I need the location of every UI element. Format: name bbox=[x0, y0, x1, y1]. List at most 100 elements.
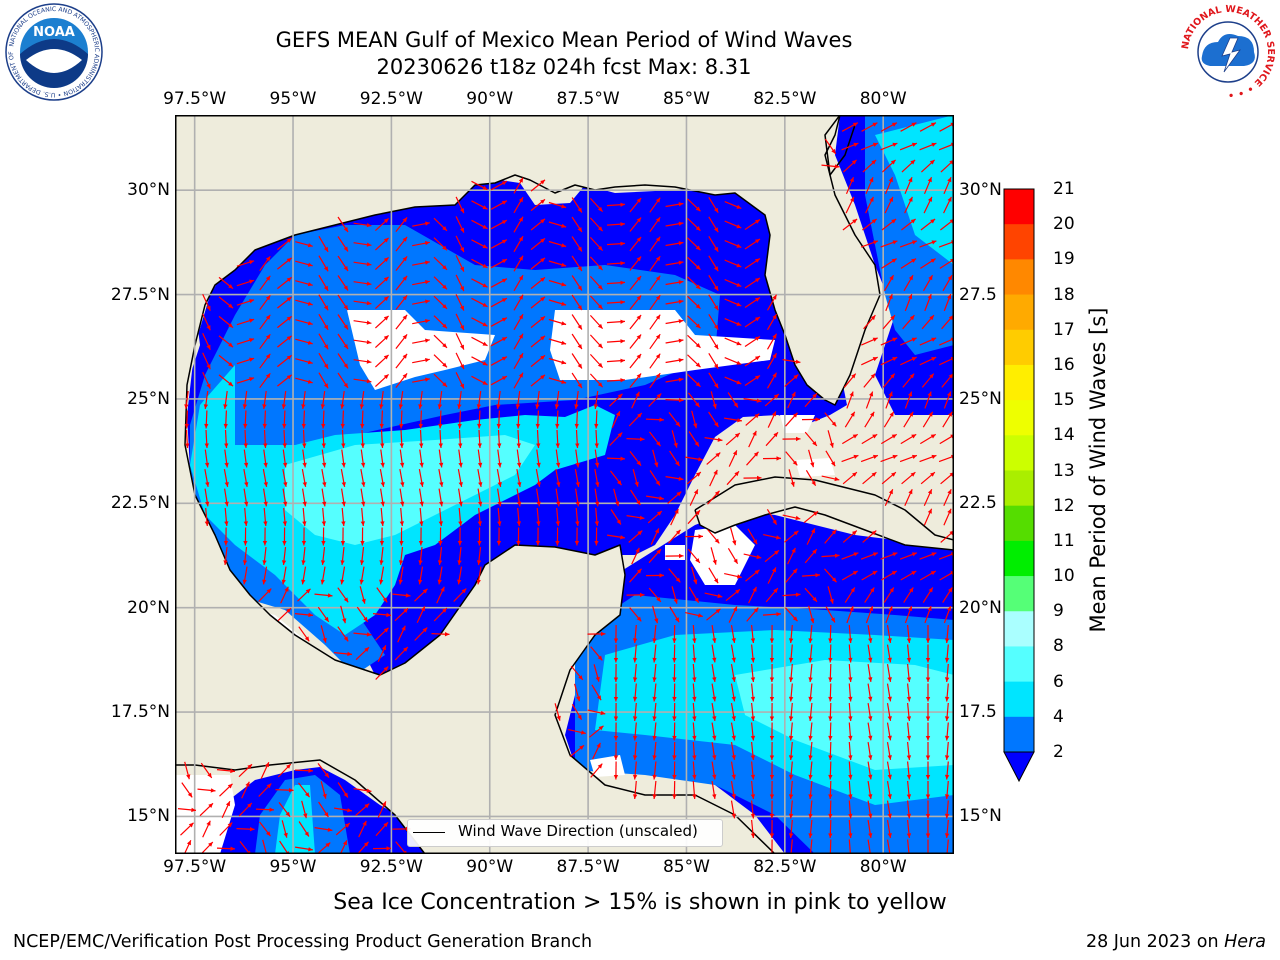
wind-wave-arrow bbox=[337, 353, 349, 369]
wind-wave-arrow bbox=[594, 527, 599, 546]
wind-wave-arrow bbox=[317, 763, 330, 778]
wind-wave-arrow bbox=[841, 142, 859, 151]
wind-wave-arrow bbox=[341, 449, 346, 468]
wind-wave-arrow bbox=[607, 534, 625, 540]
wind-wave-arrow bbox=[204, 507, 209, 527]
wind-wave-arrow bbox=[433, 217, 448, 232]
wind-wave-arrow bbox=[766, 352, 778, 370]
wind-wave-arrow bbox=[784, 530, 799, 543]
wind-wave-arrow bbox=[606, 358, 626, 363]
wind-wave-arrow bbox=[536, 429, 541, 449]
wind-wave-arrow bbox=[277, 354, 292, 368]
colorbar-segment bbox=[1004, 189, 1034, 225]
wind-wave-arrow bbox=[744, 297, 761, 308]
wind-wave-arrow bbox=[921, 373, 935, 388]
wind-wave-arrow bbox=[919, 356, 937, 366]
wind-wave-arrow bbox=[744, 375, 761, 386]
wind-wave-arrow bbox=[728, 606, 738, 623]
wind-wave-arrow bbox=[828, 644, 833, 663]
wind-wave-arrow bbox=[318, 274, 329, 292]
wind-wave-arrow bbox=[379, 410, 384, 429]
wind-wave-arrow bbox=[318, 313, 329, 331]
wind-wave-arrow bbox=[374, 217, 390, 232]
wind-wave-arrow bbox=[730, 683, 736, 702]
wind-wave-arrow bbox=[762, 612, 782, 617]
missing-area-central bbox=[550, 310, 775, 380]
wind-wave-arrow bbox=[301, 547, 306, 565]
wind-wave-arrow bbox=[808, 449, 815, 468]
wind-wave-arrow bbox=[589, 217, 604, 232]
wind-wave-arrow bbox=[575, 488, 580, 507]
wind-wave-arrow bbox=[355, 646, 370, 661]
wind-wave-arrow bbox=[613, 741, 619, 761]
wind-wave-arrow bbox=[629, 217, 642, 232]
wind-wave-arrow bbox=[513, 372, 524, 389]
wind-wave-arrow bbox=[860, 142, 879, 151]
wind-wave-arrow bbox=[632, 741, 638, 761]
wind-wave-arrow bbox=[571, 353, 583, 369]
lon-label-bottom: 97.5°W bbox=[163, 857, 227, 877]
wind-wave-arrow bbox=[574, 683, 581, 702]
wind-wave-arrow bbox=[842, 471, 858, 485]
wind-wave-arrow bbox=[724, 220, 742, 229]
wind-wave-arrow bbox=[379, 566, 385, 585]
wind-wave-arrow bbox=[922, 411, 934, 428]
wind-wave-arrow bbox=[808, 644, 813, 663]
wind-wave-arrow bbox=[610, 509, 622, 525]
wind-wave-arrow bbox=[672, 644, 677, 663]
wind-wave-arrow bbox=[277, 296, 292, 309]
wind-wave-arrow bbox=[613, 488, 620, 507]
wind-wave-arrow bbox=[594, 488, 600, 507]
wind-wave-arrow bbox=[708, 313, 719, 331]
wind-wave-arrow bbox=[399, 468, 405, 488]
wind-wave-arrow bbox=[943, 605, 952, 624]
lon-label-bottom: 95°W bbox=[269, 857, 317, 877]
wind-wave-arrow bbox=[455, 255, 465, 272]
wind-wave-arrow bbox=[471, 219, 488, 230]
wind-wave-arrow bbox=[353, 320, 372, 325]
lon-label-bottom: 87.5°W bbox=[556, 857, 620, 877]
wind-wave-arrow bbox=[848, 644, 853, 663]
wind-wave-arrow bbox=[223, 410, 228, 429]
wind-wave-arrow bbox=[554, 703, 561, 721]
wind-wave-arrow bbox=[395, 256, 408, 271]
wind-wave-arrow bbox=[341, 429, 346, 449]
missing-area-cuba-b bbox=[690, 525, 755, 585]
wind-wave-arrow bbox=[606, 378, 626, 383]
wind-wave-arrow bbox=[613, 702, 619, 722]
wind-wave-arrow bbox=[433, 276, 448, 290]
wind-wave-arrow bbox=[900, 570, 917, 581]
wind-wave-arrow bbox=[769, 800, 775, 819]
wind-wave-arrow bbox=[341, 507, 346, 527]
wind-wave-arrow bbox=[843, 373, 857, 388]
wind-wave-arrow bbox=[555, 527, 560, 546]
wind-wave-arrow bbox=[223, 468, 229, 488]
wind-wave-arrow bbox=[397, 625, 406, 643]
noaa-logo: NATIONAL OCEANIC AND ATMOSPHERIC ADMINIS… bbox=[1, 0, 104, 102]
wind-wave-arrow bbox=[437, 391, 443, 409]
wind-wave-arrow bbox=[548, 201, 567, 209]
wind-wave-arrow bbox=[647, 510, 663, 524]
wind-wave-arrow bbox=[360, 488, 366, 507]
wind-wave-arrow bbox=[379, 547, 384, 565]
wind-wave-arrow bbox=[490, 297, 508, 308]
wind-wave-arrow bbox=[692, 702, 697, 722]
wind-wave-arrow bbox=[555, 507, 560, 527]
wind-wave-arrow bbox=[243, 488, 249, 507]
wind-wave-arrow bbox=[744, 355, 761, 367]
wind-wave-arrow bbox=[861, 356, 878, 366]
wind-wave-arrow bbox=[399, 410, 404, 429]
colorbar-tick-label: 19 bbox=[1053, 249, 1075, 270]
wind-wave-arrow bbox=[353, 378, 372, 384]
wind-wave-arrow bbox=[569, 744, 585, 758]
wind-wave-arrow bbox=[724, 240, 742, 248]
wind-wave-arrow bbox=[530, 218, 546, 231]
wind-wave-arrow bbox=[665, 338, 684, 344]
atlantic-coastline bbox=[824, 115, 856, 176]
wind-wave-arrow bbox=[548, 240, 567, 248]
wind-wave-arrow bbox=[845, 196, 855, 214]
wind-wave-arrow bbox=[243, 429, 248, 449]
wind-wave-arrow bbox=[665, 319, 684, 325]
wind-wave-arrow bbox=[340, 566, 346, 585]
wind-wave-arrow bbox=[259, 294, 271, 311]
